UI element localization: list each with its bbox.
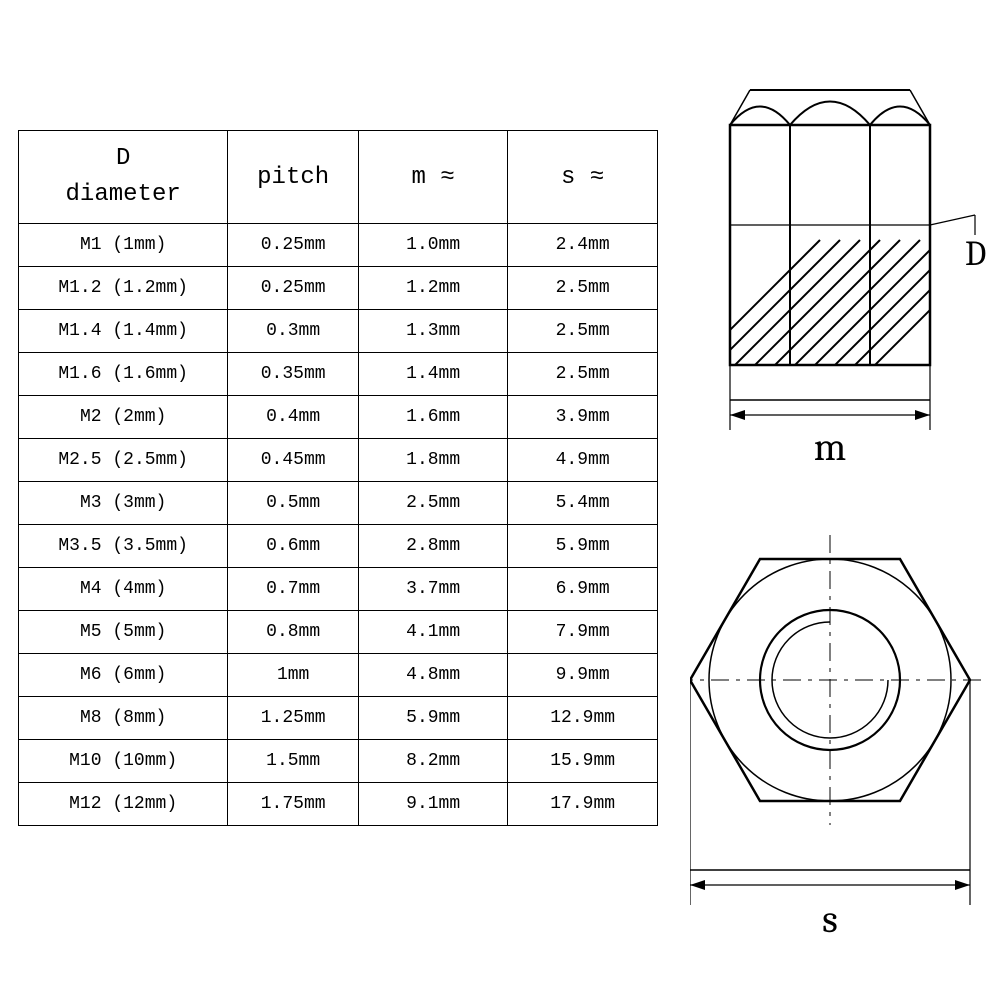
cell-m: 8.2mm (359, 740, 508, 783)
cell-s: 5.4mm (508, 482, 658, 525)
cell-s: 2.5mm (508, 267, 658, 310)
header-diameter: D diameter (19, 131, 228, 224)
cell-pitch: 0.6mm (228, 525, 359, 568)
nut-diagram: m D s (690, 70, 990, 950)
cell-d: M4 (4mm) (19, 568, 228, 611)
table-body: M1 (1mm)0.25mm1.0mm2.4mmM1.2 (1.2mm)0.25… (19, 224, 658, 826)
cell-s: 3.9mm (508, 396, 658, 439)
cell-m: 9.1mm (359, 783, 508, 826)
cell-m: 1.8mm (359, 439, 508, 482)
cell-pitch: 0.8mm (228, 611, 359, 654)
cell-pitch: 0.35mm (228, 353, 359, 396)
cell-s: 4.9mm (508, 439, 658, 482)
cell-pitch: 0.4mm (228, 396, 359, 439)
table-row: M1.6 (1.6mm)0.35mm1.4mm2.5mm (19, 353, 658, 396)
cell-m: 2.5mm (359, 482, 508, 525)
cell-pitch: 0.25mm (228, 224, 359, 267)
cell-m: 1.3mm (359, 310, 508, 353)
cell-s: 7.9mm (508, 611, 658, 654)
cell-pitch: 0.45mm (228, 439, 359, 482)
table-row: M6 (6mm)1mm4.8mm9.9mm (19, 654, 658, 697)
cell-d: M1.6 (1.6mm) (19, 353, 228, 396)
cell-d: M3.5 (3.5mm) (19, 525, 228, 568)
cell-s: 15.9mm (508, 740, 658, 783)
cell-d: M2 (2mm) (19, 396, 228, 439)
cell-d: M1 (1mm) (19, 224, 228, 267)
table-row: M4 (4mm)0.7mm3.7mm6.9mm (19, 568, 658, 611)
table-row: M1.2 (1.2mm)0.25mm1.2mm2.5mm (19, 267, 658, 310)
cell-d: M5 (5mm) (19, 611, 228, 654)
cell-s: 5.9mm (508, 525, 658, 568)
header-m: m ≈ (359, 131, 508, 224)
cell-s: 17.9mm (508, 783, 658, 826)
cell-pitch: 1.75mm (228, 783, 359, 826)
cell-m: 1.4mm (359, 353, 508, 396)
cell-s: 9.9mm (508, 654, 658, 697)
side-view: m D (690, 90, 990, 470)
cell-m: 3.7mm (359, 568, 508, 611)
cell-m: 1.0mm (359, 224, 508, 267)
cell-s: 2.5mm (508, 310, 658, 353)
table-row: M2 (2mm)0.4mm1.6mm3.9mm (19, 396, 658, 439)
cell-s: 2.5mm (508, 353, 658, 396)
cell-m: 1.2mm (359, 267, 508, 310)
spec-table: D diameter pitch m ≈ s ≈ M1 (1mm)0.25mm1… (18, 130, 658, 826)
cell-s: 6.9mm (508, 568, 658, 611)
cell-s: 2.4mm (508, 224, 658, 267)
cell-m: 4.1mm (359, 611, 508, 654)
cell-pitch: 1mm (228, 654, 359, 697)
table-row: M3.5 (3.5mm)0.6mm2.8mm5.9mm (19, 525, 658, 568)
label-m: m (814, 424, 847, 470)
cell-pitch: 0.7mm (228, 568, 359, 611)
label-d: D (965, 234, 986, 274)
cell-m: 1.6mm (359, 396, 508, 439)
label-s: s (822, 896, 838, 942)
table-row: M10 (10mm)1.5mm8.2mm15.9mm (19, 740, 658, 783)
cell-m: 2.8mm (359, 525, 508, 568)
header-pitch: pitch (228, 131, 359, 224)
cell-d: M10 (10mm) (19, 740, 228, 783)
table-row: M1 (1mm)0.25mm1.0mm2.4mm (19, 224, 658, 267)
table-row: M2.5 (2.5mm)0.45mm1.8mm4.9mm (19, 439, 658, 482)
cell-d: M12 (12mm) (19, 783, 228, 826)
table-row: M5 (5mm)0.8mm4.1mm7.9mm (19, 611, 658, 654)
cell-d: M6 (6mm) (19, 654, 228, 697)
cell-d: M1.2 (1.2mm) (19, 267, 228, 310)
cell-d: M8 (8mm) (19, 697, 228, 740)
table-row: M1.4 (1.4mm)0.3mm1.3mm2.5mm (19, 310, 658, 353)
cell-pitch: 1.25mm (228, 697, 359, 740)
spec-table-container: D diameter pitch m ≈ s ≈ M1 (1mm)0.25mm1… (18, 130, 658, 826)
table-row: M3 (3mm)0.5mm2.5mm5.4mm (19, 482, 658, 525)
cell-pitch: 0.3mm (228, 310, 359, 353)
cell-m: 4.8mm (359, 654, 508, 697)
table-header-row: D diameter pitch m ≈ s ≈ (19, 131, 658, 224)
cell-d: M2.5 (2.5mm) (19, 439, 228, 482)
cell-d: M1.4 (1.4mm) (19, 310, 228, 353)
cell-pitch: 0.25mm (228, 267, 359, 310)
cell-m: 5.9mm (359, 697, 508, 740)
table-row: M12 (12mm)1.75mm9.1mm17.9mm (19, 783, 658, 826)
header-s: s ≈ (508, 131, 658, 224)
cell-pitch: 1.5mm (228, 740, 359, 783)
cell-s: 12.9mm (508, 697, 658, 740)
table-row: M8 (8mm)1.25mm5.9mm12.9mm (19, 697, 658, 740)
cell-pitch: 0.5mm (228, 482, 359, 525)
cell-d: M3 (3mm) (19, 482, 228, 525)
top-view: s (690, 535, 985, 942)
